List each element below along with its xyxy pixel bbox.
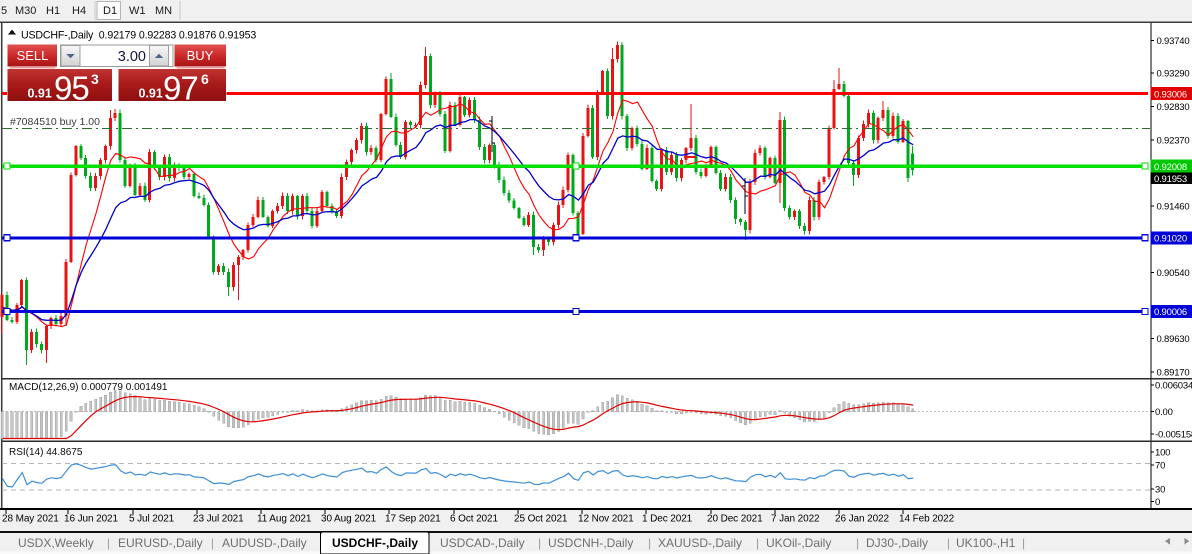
svg-text:97: 97 (163, 70, 198, 107)
svg-text:0.93740: 0.93740 (1157, 36, 1190, 47)
svg-text:USDCAD-,Daily: USDCAD-,Daily (440, 536, 525, 550)
svg-text:AUDUSD-,Daily: AUDUSD-,Daily (222, 536, 307, 550)
svg-text:MACD(12,26,9) 0.000779 0.00149: MACD(12,26,9) 0.000779 0.001491 (9, 382, 168, 393)
svg-text:0.93006: 0.93006 (1154, 90, 1187, 101)
svg-text:H4: H4 (72, 5, 86, 17)
svg-text:0.91953: 0.91953 (1154, 174, 1187, 185)
svg-text:0.92370: 0.92370 (1157, 135, 1190, 146)
svg-text:17 Sep 2021: 17 Sep 2021 (385, 514, 441, 525)
svg-text:95: 95 (54, 70, 89, 107)
svg-text:|: | (756, 536, 759, 550)
svg-text:USDX,Weekly: USDX,Weekly (18, 536, 94, 550)
svg-text:0.006034: 0.006034 (1155, 381, 1192, 392)
svg-text:|: | (856, 536, 859, 550)
svg-text:SELL: SELL (17, 48, 49, 63)
svg-text:EURUSD-,Daily: EURUSD-,Daily (118, 536, 203, 550)
svg-text:USDCNH-,Daily: USDCNH-,Daily (548, 536, 633, 550)
svg-text:0.00: 0.00 (1155, 407, 1173, 418)
svg-text:0.93290: 0.93290 (1157, 69, 1190, 80)
svg-text:RSI(14) 44.8675: RSI(14) 44.8675 (9, 447, 83, 458)
svg-text:5: 5 (1, 5, 7, 17)
svg-text:XAUUSD-,Daily: XAUUSD-,Daily (658, 536, 742, 550)
svg-text:7 Jan 2022: 7 Jan 2022 (771, 514, 820, 525)
svg-text:0.91460: 0.91460 (1157, 201, 1190, 212)
svg-text:UK100-,H1: UK100-,H1 (956, 536, 1016, 550)
svg-text:14 Feb 2022: 14 Feb 2022 (899, 514, 955, 525)
svg-text:-0.005158: -0.005158 (1155, 430, 1192, 441)
svg-text:5 Jul 2021: 5 Jul 2021 (129, 514, 175, 525)
svg-text:0.89630: 0.89630 (1157, 334, 1190, 345)
svg-text:|: | (538, 536, 541, 550)
svg-text:26 Jan 2022: 26 Jan 2022 (835, 514, 889, 525)
svg-text:0.91020: 0.91020 (1154, 234, 1187, 245)
svg-text:3.00: 3.00 (118, 49, 146, 65)
svg-text:W1: W1 (129, 5, 146, 17)
svg-text:0.90540: 0.90540 (1157, 268, 1190, 279)
svg-text:D1: D1 (103, 5, 117, 17)
svg-text:12 Nov 2021: 12 Nov 2021 (578, 514, 634, 525)
svg-text:USDCHF-,Daily: USDCHF-,Daily (332, 536, 418, 550)
svg-text:#7084510 buy 1.00: #7084510 buy 1.00 (10, 116, 100, 128)
svg-text:|: | (947, 536, 950, 550)
svg-text:30 Aug 2021: 30 Aug 2021 (321, 514, 377, 525)
svg-text:16 Jun 2021: 16 Jun 2021 (64, 514, 118, 525)
svg-text:0.92830: 0.92830 (1157, 102, 1190, 113)
svg-text:0.92008: 0.92008 (1154, 162, 1187, 173)
svg-text:6: 6 (201, 71, 209, 87)
svg-text:6 Oct 2021: 6 Oct 2021 (450, 514, 498, 525)
svg-text:USDCHF-,Daily 0.92179 0.92283: USDCHF-,Daily 0.92179 0.92283 0.91876 0.… (21, 30, 256, 42)
svg-text:|: | (648, 536, 651, 550)
svg-text:|: | (211, 536, 214, 550)
svg-text:|: | (1022, 536, 1025, 550)
svg-text:20 Dec 2021: 20 Dec 2021 (707, 514, 763, 525)
svg-text:UKOil-,Daily: UKOil-,Daily (766, 536, 831, 550)
svg-text:BUY: BUY (187, 48, 214, 63)
svg-text:0.90006: 0.90006 (1154, 307, 1187, 318)
svg-text:23 Jul 2021: 23 Jul 2021 (193, 514, 244, 525)
svg-text:3: 3 (91, 71, 99, 87)
svg-text:H1: H1 (46, 5, 60, 17)
svg-text:0.91: 0.91 (139, 87, 163, 101)
svg-text:70: 70 (1155, 461, 1165, 472)
svg-text:11 Aug 2021: 11 Aug 2021 (257, 514, 312, 525)
svg-text:25 Oct 2021: 25 Oct 2021 (514, 514, 568, 525)
svg-text:M30: M30 (15, 5, 36, 17)
svg-text:|: | (107, 536, 110, 550)
svg-text:28 May 2021: 28 May 2021 (2, 514, 59, 525)
svg-text:0.89170: 0.89170 (1157, 368, 1190, 379)
svg-text:1 Dec 2021: 1 Dec 2021 (642, 514, 693, 525)
svg-text:0: 0 (1155, 497, 1160, 508)
svg-text:0.91: 0.91 (28, 87, 52, 101)
svg-text:DJ30-,Daily: DJ30-,Daily (866, 536, 928, 550)
svg-text:30: 30 (1155, 485, 1165, 496)
svg-text:MN: MN (155, 5, 172, 17)
svg-text:100: 100 (1155, 448, 1170, 459)
